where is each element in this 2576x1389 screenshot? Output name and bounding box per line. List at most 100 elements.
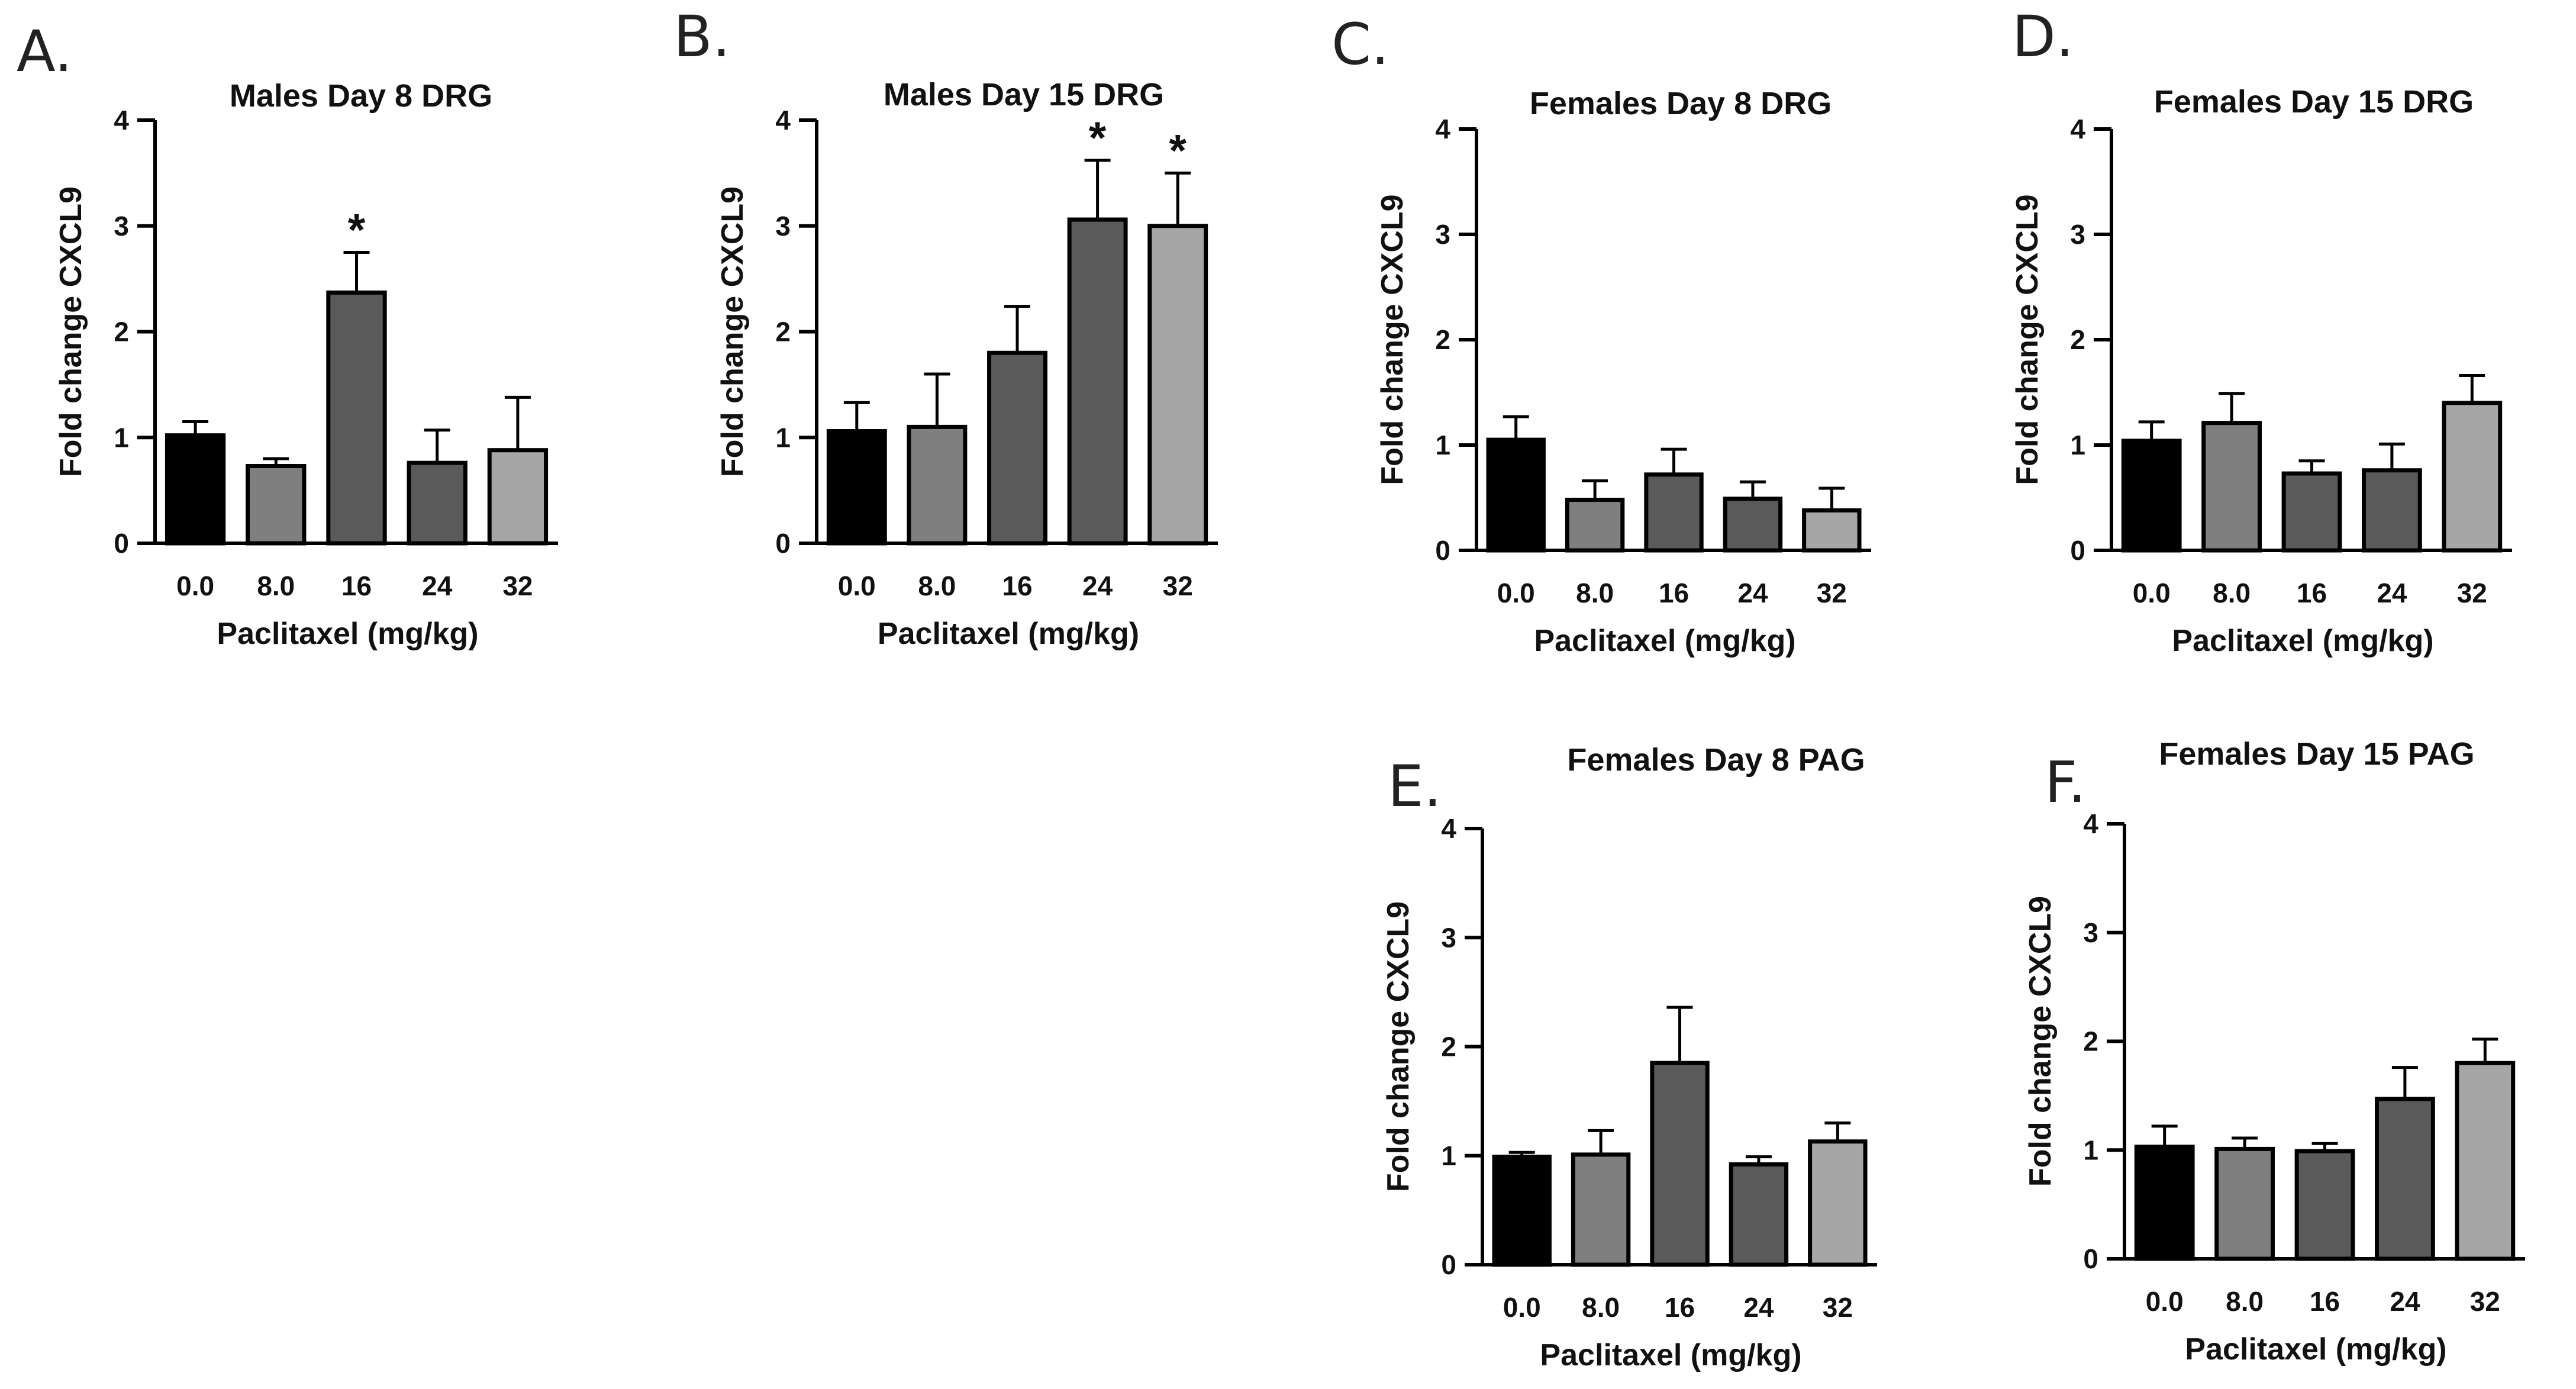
y-tick-label: 1 [114,422,129,453]
bar [2294,1149,2355,1261]
panel-letter: B. [673,4,730,70]
panel-c: C. Females Day 8 DRG 0 1 2 3 4 Fold change CXCL… [1331,11,1871,658]
panel-letter: A. [17,18,73,85]
y-tick-label: 0 [1435,535,1450,566]
y-tick-label: 3 [1441,922,1456,953]
bar [407,460,468,546]
significance-marker: * [348,205,366,255]
bar [2214,1146,2275,1261]
bar [2375,1097,2435,1261]
x-axis-label: Paclitaxel (mg/kg) [2185,1332,2446,1367]
y-tick-label: 4 [775,105,791,136]
x-tick-label: 24 [422,571,453,601]
y-tick-label: 3 [2070,219,2085,250]
y-tick-label: 1 [2083,1135,2098,1165]
y-tick-label: 3 [1435,219,1450,250]
x-axis-label: Paclitaxel (mg/kg) [878,617,1139,651]
significance-marker: * [1169,125,1187,176]
x-tick-label: 0.0 [176,571,214,601]
chart-title: Males Day 8 DRG [230,78,492,114]
chart-title: Females Day 8 PAG [1567,742,1865,778]
panel-letter: C. [1331,11,1389,78]
x-axis-label: Paclitaxel (mg/kg) [217,617,478,651]
x-tick-label: 8.0 [1576,578,1614,608]
bar [1644,472,1704,553]
bar [1565,498,1625,553]
x-tick-label: 32 [2457,578,2487,608]
bar [246,464,307,546]
panel-d: D. Females Day 15 DRG 0 1 2 3 4 Fold change CXC… [2010,4,2512,658]
chart-title: Females Day 15 DRG [2154,84,2474,120]
y-tick-label: 3 [2083,917,2098,948]
chart-title: Males Day 15 DRG [884,77,1164,112]
bar [1650,1061,1710,1267]
y-tick-label: 2 [1441,1032,1456,1062]
y-tick-label: 4 [1441,813,1456,844]
bar [987,350,1047,546]
bar [2201,421,2262,553]
x-tick-label: 0.0 [1497,578,1535,608]
significance-marker: * [1089,113,1107,163]
panel-a: A. Males Day 8 DRG 0 1 2 3 4 Fold change CXCL9 0… [17,18,558,651]
bar [1729,1162,1789,1267]
y-tick-label: 4 [1435,114,1450,144]
panel-letter: E. [1388,753,1442,820]
bar [1808,1139,1868,1267]
bar [1492,1155,1552,1267]
x-tick-label: 8.0 [2226,1286,2264,1317]
x-tick-label: 32 [502,571,533,601]
y-tick-label: 2 [2070,324,2085,355]
x-tick-label: 8.0 [918,571,956,601]
bar [487,448,549,546]
bar [326,290,387,546]
chart-title: Females Day 8 DRG [1530,86,1832,121]
y-tick-label: 0 [2070,535,2085,566]
panel-letter: D. [2012,4,2074,70]
y-tick-label: 2 [114,317,129,347]
x-tick-label: 24 [1082,571,1113,601]
chart-title: Females Day 15 PAG [2159,736,2474,772]
x-tick-label: 16 [2310,1286,2340,1317]
y-tick-label: 4 [2070,114,2085,144]
y-tick-label: 1 [1435,430,1450,460]
x-tick-label: 24 [1743,1292,1774,1323]
y-tick-label: 4 [114,105,129,136]
y-axis-label: Fold change CXCL9 [715,186,750,477]
bar [2281,471,2342,553]
x-tick-label: 8.0 [1582,1292,1620,1323]
y-tick-label: 2 [2083,1026,2098,1057]
y-axis-label: Fold change CXCL9 [2023,896,2058,1187]
bar [1802,508,1862,553]
bar [165,433,226,546]
x-tick-label: 32 [2470,1286,2500,1317]
bar [1067,217,1128,546]
bar [2121,439,2182,553]
x-tick-label: 16 [2297,578,2327,608]
y-tick-label: 0 [1441,1249,1456,1280]
bar [2362,468,2422,553]
bar [1147,224,1208,546]
x-tick-label: 32 [1823,1292,1853,1323]
panel-b: B. Males Day 15 DRG 0 1 2 3 4 Fold change CXCL9… [673,4,1218,651]
y-tick-label: 2 [1435,324,1450,355]
panel-letter: F. [2045,749,2086,816]
x-tick-label: 32 [1163,571,1193,601]
x-tick-label: 16 [341,571,372,601]
y-tick-label: 1 [2070,430,2085,460]
y-tick-label: 0 [114,528,129,559]
y-axis-label: Fold change CXCL9 [1375,194,1410,485]
y-tick-label: 0 [775,528,791,559]
y-tick-label: 1 [775,422,791,453]
bar [2455,1061,2516,1261]
y-tick-label: 2 [775,317,791,347]
bar [1723,497,1783,553]
x-axis-label: Paclitaxel (mg/kg) [1540,1338,1801,1372]
bar [1486,437,1546,553]
x-tick-label: 16 [1665,1292,1695,1323]
x-tick-label: 8.0 [257,571,295,601]
x-tick-label: 0.0 [1503,1292,1541,1323]
x-tick-label: 0.0 [838,571,876,601]
y-axis-label: Fold change CXCL9 [2010,194,2045,485]
